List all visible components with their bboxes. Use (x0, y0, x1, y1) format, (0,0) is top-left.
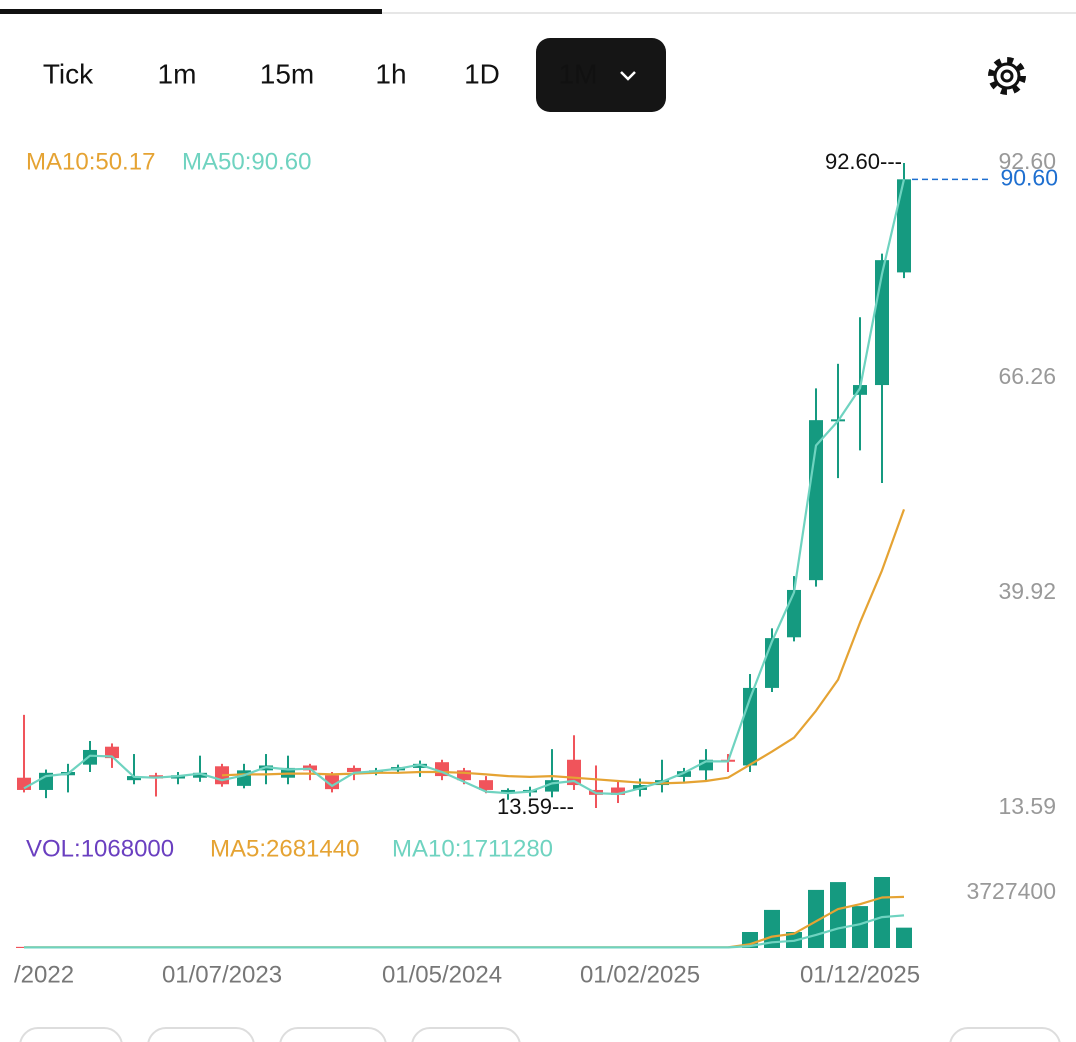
gear-body (993, 62, 1021, 90)
pill-button[interactable] (19, 1027, 123, 1042)
candle-body (413, 763, 427, 768)
candle-body (677, 771, 691, 777)
last-price-label: 90.60 (1000, 164, 1058, 190)
candle-body (347, 767, 361, 772)
y-tick-label: 92.60 (998, 148, 1056, 174)
candle-body (897, 179, 911, 273)
timeframe-tab[interactable]: 1h (375, 58, 406, 89)
volume-bar (896, 927, 912, 948)
candle-body (105, 746, 119, 759)
x-tick-label: 01/05/2024 (382, 961, 502, 988)
low-annotation: 13.59--- (497, 794, 574, 819)
timeframe-tab[interactable]: 1m (158, 58, 197, 89)
y-tick-label: 66.26 (998, 363, 1056, 389)
candle-body (501, 789, 515, 794)
candle-body (545, 780, 559, 792)
volume-bar (852, 906, 868, 948)
candle-body (325, 775, 339, 790)
legend-entry: MA10:1711280 (392, 835, 553, 862)
gear-hole (1000, 69, 1014, 83)
volume-bar (874, 877, 890, 948)
candle-body (809, 420, 823, 581)
volume-bar (830, 882, 846, 948)
candle-body (193, 772, 207, 778)
ma-line (24, 914, 905, 949)
x-tick-label: 01/02/2025 (580, 961, 700, 988)
y-tick-label: 13.59 (998, 793, 1056, 819)
selected-tab-bg (536, 38, 666, 112)
timeframe-tab[interactable]: Tick (43, 58, 94, 89)
pill-button[interactable] (147, 1027, 255, 1042)
candle-body (479, 780, 493, 790)
candle-body (611, 787, 625, 795)
y-tick-label: 3727400 (966, 878, 1056, 904)
gear-teeth (988, 57, 1026, 95)
candle-body (457, 770, 471, 781)
timeframe-tab[interactable]: 15m (260, 58, 314, 89)
legend-entry: MA50:90.60 (182, 148, 311, 175)
progress-track (0, 12, 1076, 14)
pill-button[interactable] (279, 1027, 387, 1042)
x-tick-label: 01/12/2025 (800, 961, 920, 988)
legend-entry: MA5:2681440 (210, 835, 359, 862)
candle-body (83, 749, 97, 765)
legend-entry: MA10:50.17 (26, 148, 155, 175)
dropdown-chevron (620, 71, 636, 81)
bottom-buttons (19, 1027, 1061, 1042)
timeframe-tab[interactable]: 1M (559, 58, 598, 89)
candle-body (127, 776, 141, 781)
pill-button[interactable] (411, 1027, 521, 1042)
progress-bar (0, 9, 382, 14)
y-tick-label: 39.92 (998, 578, 1056, 604)
ma-line (23, 179, 906, 796)
candle-body (699, 759, 713, 771)
candle-body (765, 638, 779, 688)
candle-body (787, 589, 801, 638)
volume-title: VOL:1068000 (26, 835, 174, 862)
timeframe-tab[interactable]: 1D (464, 58, 500, 89)
x-tick-label: /2022 (14, 961, 74, 988)
settings-icon[interactable] (988, 57, 1026, 95)
x-tick-label: 01/07/2023 (162, 961, 282, 988)
ma-line (221, 509, 906, 785)
high-annotation: 92.60--- (825, 149, 902, 174)
pill-button[interactable] (949, 1027, 1061, 1042)
